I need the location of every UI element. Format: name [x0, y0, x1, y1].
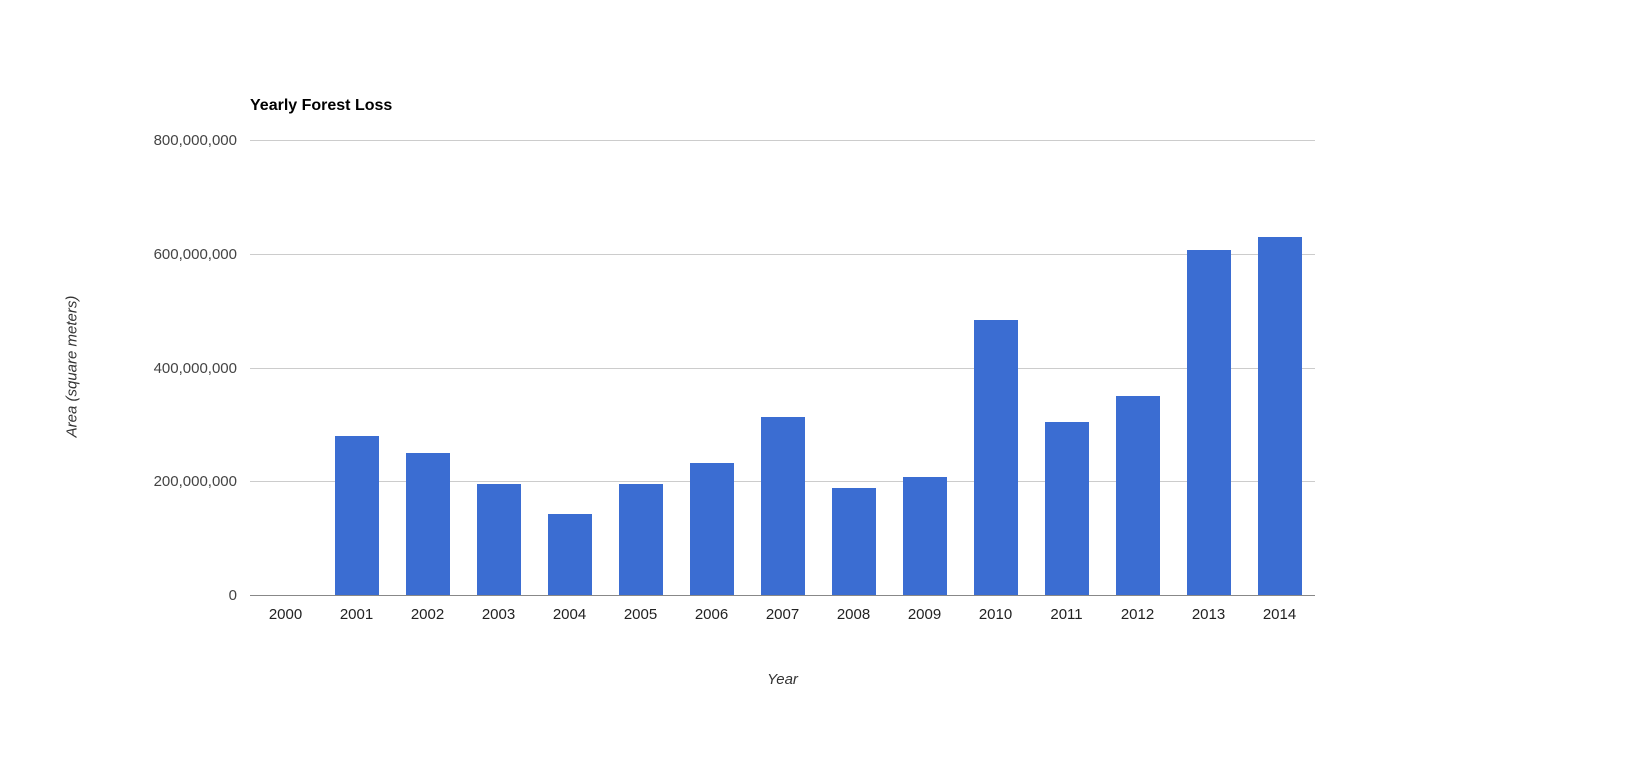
x-tick-label: 2007 [765, 606, 800, 623]
x-tick-label: 2004 [552, 606, 587, 623]
y-axis-title: Area (square meters) [63, 295, 81, 438]
bar-2006[interactable] [689, 463, 734, 595]
bar-2002[interactable] [405, 452, 450, 595]
x-axis-title: Year [767, 671, 798, 688]
bar-2010[interactable] [973, 320, 1018, 595]
x-tick-label: 2006 [694, 606, 729, 623]
bar-2004[interactable] [547, 513, 592, 595]
bar-2008[interactable] [831, 488, 876, 595]
x-tick-label: 2009 [907, 606, 942, 623]
gridline [250, 367, 1315, 369]
x-tick-label: 2003 [481, 606, 516, 623]
y-tick-label: 200,000,000 [153, 473, 237, 491]
bar-2014[interactable] [1257, 236, 1302, 595]
chart-title: Yearly Forest Loss [250, 97, 393, 114]
y-tick-label: 600,000,000 [153, 245, 237, 263]
x-tick-label: 2014 [1262, 606, 1297, 623]
x-tick-label: 2005 [623, 606, 658, 623]
bar-2003[interactable] [476, 484, 521, 595]
bar-2011[interactable] [1044, 421, 1089, 595]
x-tick-label: 2001 [339, 606, 374, 623]
bar-2007[interactable] [760, 416, 805, 595]
bar-2001[interactable] [334, 435, 379, 595]
y-tick-label: 400,000,000 [153, 359, 237, 377]
x-tick-label: 2010 [978, 606, 1013, 623]
bar-2005[interactable] [618, 484, 663, 595]
x-tick-label: 2000 [268, 606, 303, 623]
y-tick-label: 0 [228, 587, 237, 604]
x-axis-baseline [250, 595, 1315, 596]
x-tick-label: 2012 [1120, 606, 1155, 623]
bar-2013[interactable] [1186, 249, 1231, 595]
x-tick-label: 2011 [1050, 606, 1083, 623]
x-tick-label: 2013 [1191, 606, 1226, 623]
bar-2009[interactable] [902, 477, 947, 595]
gridline [250, 253, 1315, 255]
bar-2012[interactable] [1115, 395, 1160, 595]
plot-area [250, 140, 1315, 596]
x-tick-label: 2002 [410, 606, 445, 623]
y-tick-label: 800,000,000 [153, 132, 237, 149]
x-tick-label: 2008 [836, 606, 871, 623]
gridline [250, 140, 1315, 141]
